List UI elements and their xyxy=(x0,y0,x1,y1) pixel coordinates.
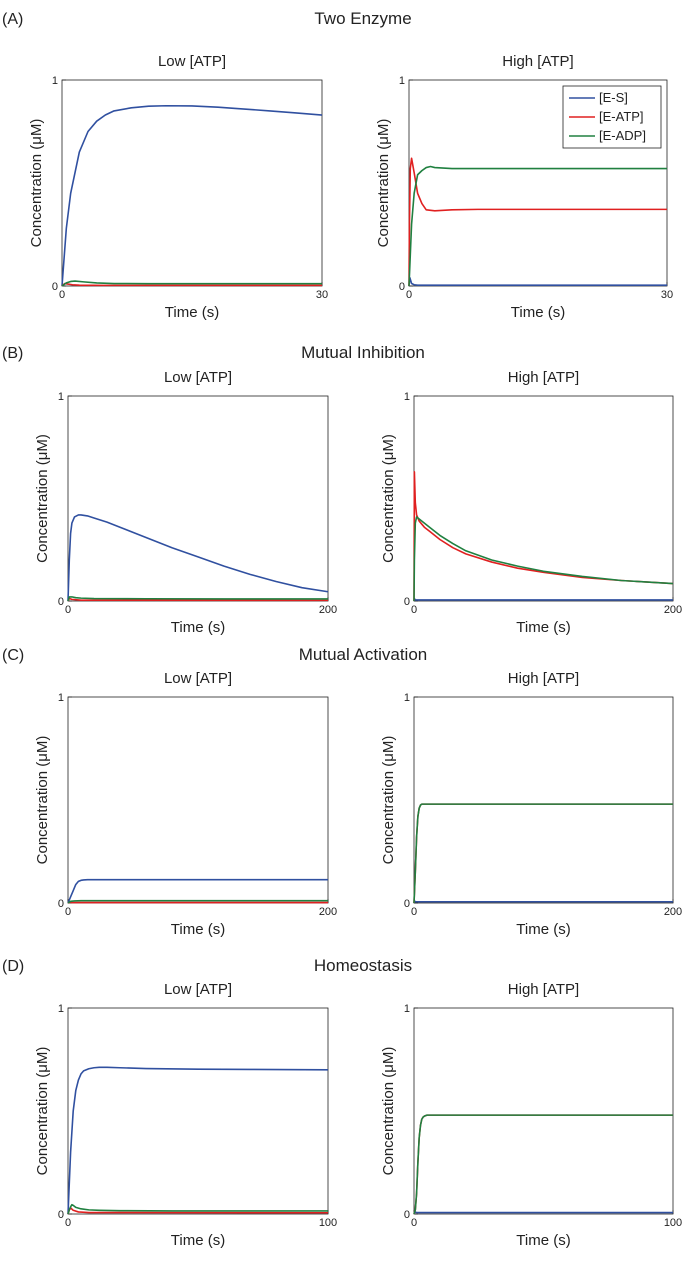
panel-label: (C) xyxy=(2,647,24,664)
x-tick-label: 200 xyxy=(319,906,337,918)
subplot-title: Low [ATP] xyxy=(164,981,232,998)
series-line-eatp xyxy=(413,471,674,602)
legend-label-eatp: [E-ATP] xyxy=(599,109,644,124)
series-line-eatp xyxy=(67,901,328,904)
x-tick-label: 100 xyxy=(319,1217,337,1229)
subplot-title: High [ATP] xyxy=(508,981,579,998)
x-axis-label: Time (s) xyxy=(171,1232,225,1249)
series-line-es xyxy=(61,104,323,287)
y-tick-label: 1 xyxy=(58,391,64,403)
x-tick-label: 0 xyxy=(65,906,71,918)
subplot-title: High [ATP] xyxy=(508,369,579,386)
panel-title: Two Enzyme xyxy=(314,9,411,28)
x-tick-label: 200 xyxy=(664,906,682,918)
series-line-eadp xyxy=(61,280,322,287)
y-tick-label: 0 xyxy=(404,898,410,910)
y-axis-label: Concentration (μM) xyxy=(380,434,397,563)
subplot-title: High [ATP] xyxy=(508,670,579,687)
y-tick-label: 1 xyxy=(52,75,58,87)
y-tick-label: 1 xyxy=(58,1003,64,1015)
x-tick-label: 100 xyxy=(664,1217,682,1229)
series-line-es xyxy=(67,1066,329,1215)
x-axis-label: Time (s) xyxy=(171,921,225,938)
y-tick-label: 0 xyxy=(58,596,64,608)
x-tick-label: 0 xyxy=(411,906,417,918)
y-tick-label: 1 xyxy=(404,391,410,403)
y-tick-label: 0 xyxy=(399,281,405,293)
y-tick-label: 1 xyxy=(399,75,405,87)
x-tick-label: 0 xyxy=(65,1217,71,1229)
series-line-eadp xyxy=(67,596,328,602)
plot-frame xyxy=(67,395,329,602)
plot-frame xyxy=(413,395,674,602)
y-axis-label: Concentration (μM) xyxy=(380,736,397,865)
y-tick-label: 1 xyxy=(58,692,64,704)
series-line-eadp xyxy=(413,803,673,904)
series-line-eadp xyxy=(413,516,674,602)
plot-frame xyxy=(61,79,323,287)
y-axis-label: Concentration (μM) xyxy=(34,1047,51,1176)
y-tick-label: 1 xyxy=(404,1003,410,1015)
y-tick-label: 0 xyxy=(404,596,410,608)
legend-label-eadp: [E-ADP] xyxy=(599,128,646,143)
x-axis-label: Time (s) xyxy=(165,304,219,321)
panel-label: (A) xyxy=(2,11,23,28)
series-line-eadp xyxy=(67,1203,328,1215)
x-tick-label: 200 xyxy=(319,604,337,616)
x-tick-label: 0 xyxy=(65,604,71,616)
series-line-es xyxy=(67,514,329,602)
series-line-es xyxy=(413,598,673,602)
x-tick-label: 0 xyxy=(411,604,417,616)
series-line-eatp xyxy=(413,803,673,904)
plot-frame xyxy=(408,79,668,287)
plot-frame xyxy=(413,696,674,904)
x-tick-label: 30 xyxy=(316,289,328,301)
subplot-title: High [ATP] xyxy=(502,53,573,70)
series-line-eadp xyxy=(67,899,328,904)
series-line-es xyxy=(67,878,328,904)
y-tick-label: 0 xyxy=(52,281,58,293)
panel-label: (D) xyxy=(2,958,24,975)
y-axis-label: Concentration (μM) xyxy=(375,119,392,248)
panel-label: (B) xyxy=(2,345,23,362)
panel-title: Homeostasis xyxy=(314,956,412,975)
x-tick-label: 200 xyxy=(664,604,682,616)
x-tick-label: 30 xyxy=(661,289,673,301)
x-axis-label: Time (s) xyxy=(171,619,225,636)
subplot-title: Low [ATP] xyxy=(164,670,232,687)
x-axis-label: Time (s) xyxy=(511,304,565,321)
y-axis-label: Concentration (μM) xyxy=(28,119,45,248)
panel-title: Mutual Inhibition xyxy=(301,343,425,362)
y-axis-label: Concentration (μM) xyxy=(380,1047,397,1176)
plot-frame xyxy=(413,1007,674,1215)
series-line-eadp xyxy=(408,165,667,287)
x-tick-label: 0 xyxy=(411,1217,417,1229)
x-axis-label: Time (s) xyxy=(516,921,570,938)
x-axis-label: Time (s) xyxy=(516,619,570,636)
y-tick-label: 0 xyxy=(58,1209,64,1221)
x-axis-label: Time (s) xyxy=(516,1232,570,1249)
series-line-eadp xyxy=(413,1114,673,1215)
series-line-eatp xyxy=(408,157,667,287)
series-line-es xyxy=(408,276,667,287)
y-tick-label: 0 xyxy=(404,1209,410,1221)
legend-label-es: [E-S] xyxy=(599,90,628,105)
subplot-title: Low [ATP] xyxy=(158,53,226,70)
y-tick-label: 1 xyxy=(404,692,410,704)
x-tick-label: 0 xyxy=(406,289,412,301)
y-axis-label: Concentration (μM) xyxy=(34,736,51,865)
y-axis-label: Concentration (μM) xyxy=(34,434,51,563)
subplot-title: Low [ATP] xyxy=(164,369,232,386)
plot-frame xyxy=(67,1007,329,1215)
panel-title: Mutual Activation xyxy=(299,645,428,664)
plot-frame xyxy=(67,696,329,904)
series-line-eatp xyxy=(413,1114,673,1215)
x-tick-label: 0 xyxy=(59,289,65,301)
y-tick-label: 0 xyxy=(58,898,64,910)
